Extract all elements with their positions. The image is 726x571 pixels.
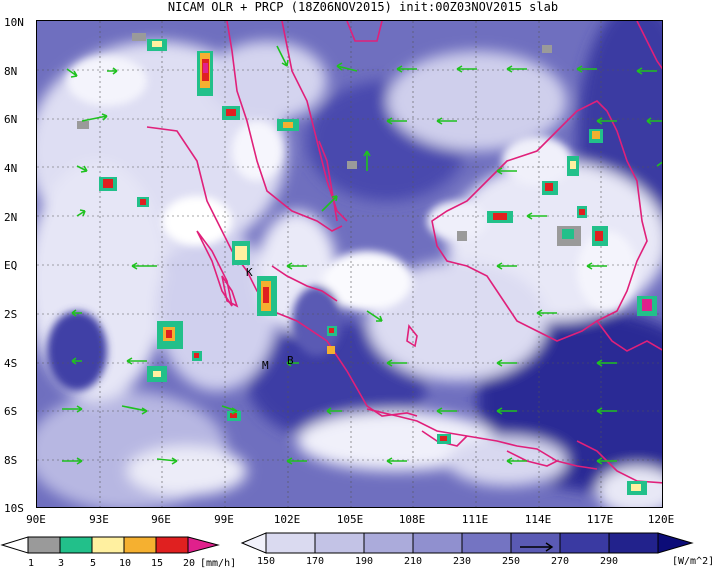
lat-label-2s: 2S bbox=[4, 308, 18, 321]
lat-label-8s: 8S bbox=[4, 454, 18, 467]
precip-cells bbox=[77, 33, 657, 495]
lon-label-117e: 117E bbox=[586, 513, 614, 526]
wind-vectors bbox=[62, 45, 662, 465]
precip-level-1: 1 bbox=[27, 558, 35, 569]
olr-level-290: 290 bbox=[599, 556, 619, 567]
lat-label-10n: 10N bbox=[4, 16, 24, 29]
lat-label-6n: 6N bbox=[4, 113, 18, 126]
precip-level-5: 5 bbox=[89, 558, 97, 569]
olr-swatch-2 bbox=[314, 532, 365, 554]
lon-label-105e: 105E bbox=[336, 513, 364, 526]
lon-label-114e: 114E bbox=[524, 513, 552, 526]
lat-label-4s: 4S bbox=[4, 357, 18, 370]
map-canvas: K M B bbox=[37, 21, 662, 507]
precip-swatch-0 bbox=[0, 536, 29, 554]
place-label-k: K bbox=[246, 266, 253, 279]
lon-label-99e: 99E bbox=[214, 513, 234, 526]
reference-wind-arrow-icon bbox=[520, 542, 554, 552]
precip-level-3: 3 bbox=[57, 558, 65, 569]
precip-unit: [mm/h] bbox=[200, 558, 237, 569]
olr-swatch-3 bbox=[363, 532, 414, 554]
place-label-m: M bbox=[262, 359, 269, 372]
map-title: NICAM OLR + PRCP (18Z06NOV2015) init:00Z… bbox=[167, 0, 559, 14]
precip-swatch-2 bbox=[59, 536, 93, 554]
precip-swatch-3 bbox=[91, 536, 125, 554]
olr-level-170: 170 bbox=[305, 556, 325, 567]
precip-colorbar bbox=[0, 536, 220, 554]
precip-level-10: 10 bbox=[118, 558, 132, 569]
precip-swatch-1 bbox=[27, 536, 61, 554]
olr-swatch-0 bbox=[240, 532, 267, 554]
olr-swatch-8 bbox=[608, 532, 659, 554]
olr-swatch-4 bbox=[412, 532, 463, 554]
graticule bbox=[37, 21, 662, 507]
lat-label-10s: 10S bbox=[4, 502, 24, 515]
olr-level-190: 190 bbox=[354, 556, 374, 567]
lat-label-8n: 8N bbox=[4, 65, 18, 78]
place-label-b: B bbox=[287, 354, 294, 367]
lat-label-eq: EQ bbox=[4, 259, 18, 272]
olr-colorbar bbox=[240, 532, 694, 554]
precip-level-15: 15 bbox=[150, 558, 164, 569]
olr-unit: [W/m^2] bbox=[672, 556, 715, 567]
lat-label-2n: 2N bbox=[4, 211, 18, 224]
olr-swatch-5 bbox=[461, 532, 512, 554]
olr-level-150: 150 bbox=[256, 556, 276, 567]
precip-level-20: 20 bbox=[182, 558, 196, 569]
map-panel: K M B bbox=[36, 20, 663, 508]
olr-level-250: 250 bbox=[501, 556, 521, 567]
lon-label-90e: 90E bbox=[26, 513, 46, 526]
olr-swatch-1 bbox=[265, 532, 316, 554]
olr-detail bbox=[47, 56, 637, 391]
lon-label-93e: 93E bbox=[89, 513, 109, 526]
lon-label-108e: 108E bbox=[398, 513, 426, 526]
olr-level-210: 210 bbox=[403, 556, 423, 567]
lon-label-120e: 120E bbox=[647, 513, 675, 526]
olr-level-270: 270 bbox=[550, 556, 570, 567]
lon-label-111e: 111E bbox=[461, 513, 489, 526]
olr-swatch-9 bbox=[657, 532, 694, 554]
precip-swatch-4 bbox=[123, 536, 157, 554]
olr-level-230: 230 bbox=[452, 556, 472, 567]
precip-swatch-5 bbox=[155, 536, 189, 554]
precip-swatch-6 bbox=[187, 536, 220, 554]
olr-swatch-7 bbox=[559, 532, 610, 554]
lon-label-102e: 102E bbox=[273, 513, 301, 526]
lat-label-6s: 6S bbox=[4, 405, 18, 418]
lat-label-4n: 4N bbox=[4, 162, 18, 175]
lon-label-96e: 96E bbox=[151, 513, 171, 526]
